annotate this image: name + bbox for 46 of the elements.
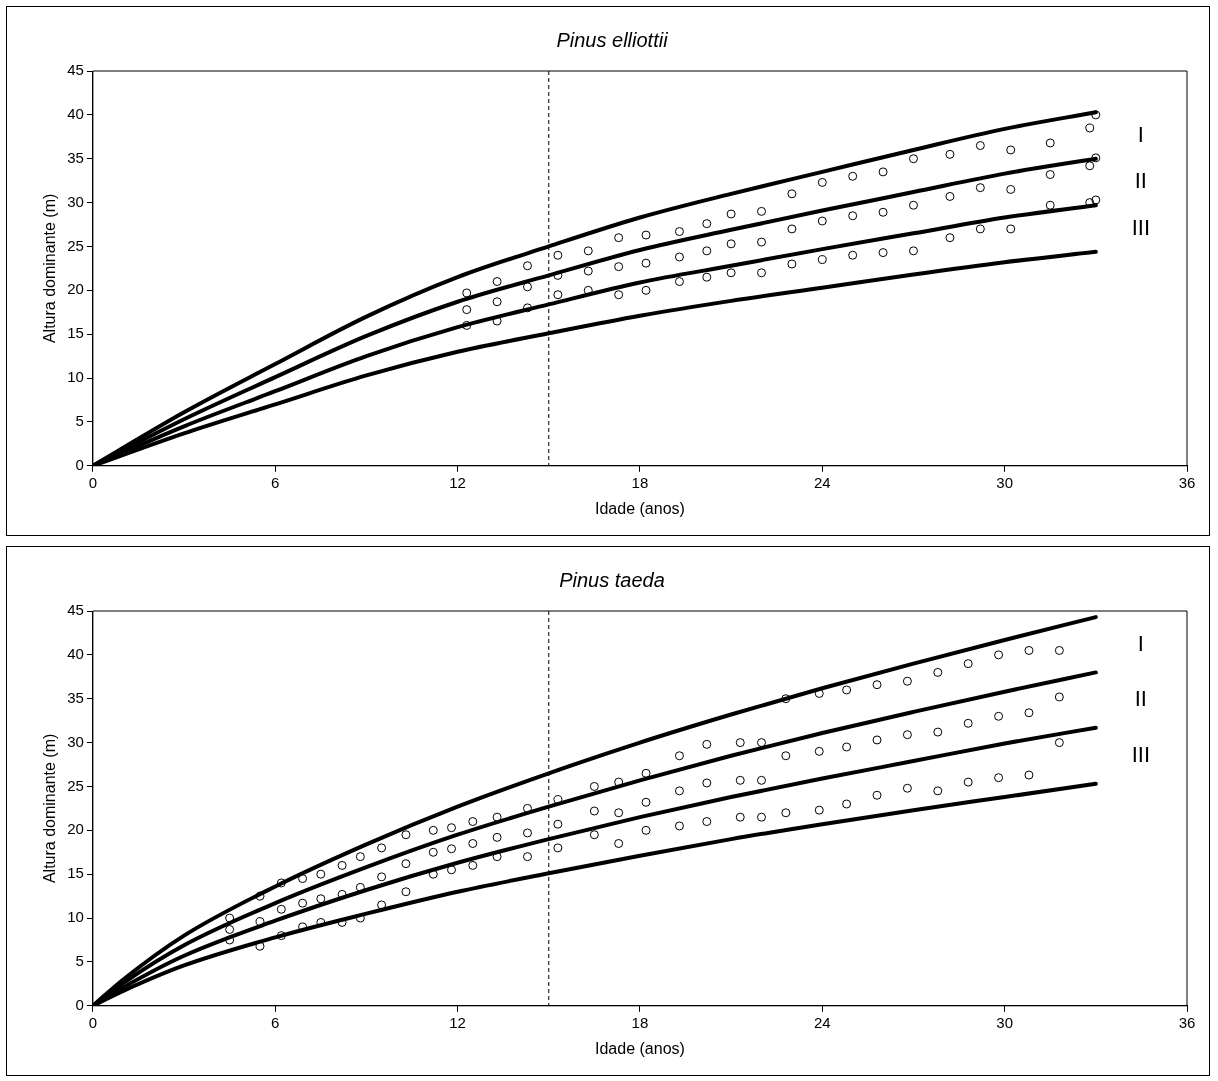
x-axis-title: Idade (anos) <box>595 1039 685 1057</box>
x-tick-label: 12 <box>449 473 466 491</box>
x-axis-title: Idade (anos) <box>595 499 685 517</box>
y-tick-label: 15 <box>67 864 84 882</box>
x-tick-label: 12 <box>449 1013 466 1031</box>
annotation: III <box>1131 214 1150 240</box>
x-tick-label: 30 <box>996 473 1013 491</box>
y-axis-title: Altura dominante (m) <box>41 733 59 884</box>
y-tick-label: 35 <box>67 148 84 166</box>
y-tick-label: 30 <box>67 192 84 210</box>
y-tick-label: 10 <box>67 368 84 386</box>
x-tick-label: 18 <box>631 1013 649 1031</box>
y-tick-label: 25 <box>67 776 84 794</box>
y-tick-label: 10 <box>67 908 84 926</box>
annotation: II <box>1134 168 1147 194</box>
x-tick-label: 36 <box>1178 473 1196 491</box>
x-tick-label: 6 <box>271 1013 280 1031</box>
y-tick-label: 20 <box>67 280 84 298</box>
x-tick-label: 0 <box>88 1013 98 1031</box>
y-tick-label: 5 <box>75 412 84 430</box>
x-tick-label: 18 <box>631 473 649 491</box>
y-tick-label: 35 <box>67 688 84 706</box>
annotation: I <box>1137 121 1144 147</box>
y-tick-label: 20 <box>67 820 84 838</box>
x-tick-label: 6 <box>271 473 280 491</box>
y-tick-label: 30 <box>67 732 84 750</box>
y-tick-label: 25 <box>67 236 84 254</box>
y-tick-label: 0 <box>75 455 84 473</box>
chart-title: Pinus taeda <box>559 568 665 591</box>
y-axis-title: Altura dominante (m) <box>41 193 59 344</box>
x-tick-label: 0 <box>88 473 98 491</box>
x-tick-label: 30 <box>996 1013 1013 1031</box>
x-tick-label: 24 <box>813 1013 831 1031</box>
y-tick-label: 0 <box>75 995 84 1013</box>
chart-title: Pinus elliottii <box>556 28 669 51</box>
annotation: III <box>1131 741 1150 767</box>
y-tick-label: 5 <box>75 952 84 970</box>
y-tick-label: 45 <box>67 601 84 619</box>
y-tick-label: 15 <box>67 324 84 342</box>
y-tick-label: 45 <box>67 61 84 79</box>
x-tick-label: 24 <box>813 473 831 491</box>
annotation: I <box>1137 630 1144 656</box>
y-tick-label: 40 <box>67 645 84 663</box>
y-tick-label: 40 <box>67 105 84 123</box>
x-tick-label: 36 <box>1178 1013 1196 1031</box>
annotation: II <box>1134 686 1147 712</box>
